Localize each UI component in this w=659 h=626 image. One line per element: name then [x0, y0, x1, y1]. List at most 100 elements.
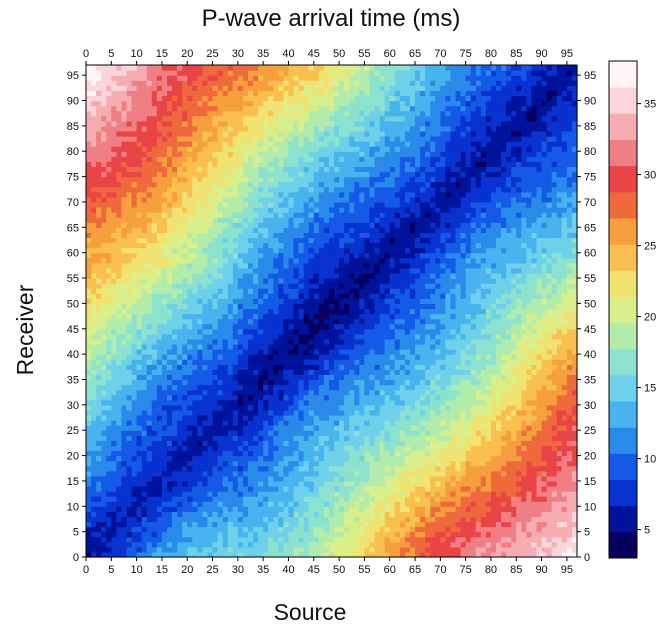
heatmap-cell: [207, 141, 214, 147]
heatmap-cell: [313, 480, 320, 487]
heatmap-cell: [187, 343, 193, 350]
heatmap-cell: [323, 480, 330, 487]
heatmap-cell: [263, 420, 269, 426]
heatmap-cell: [293, 349, 300, 355]
heatmap-cell: [141, 303, 148, 310]
heatmap-cell: [318, 318, 325, 325]
heatmap-cell: [131, 303, 138, 310]
heatmap-cell: [202, 521, 209, 528]
heatmap-cell: [227, 506, 234, 512]
heatmap-cell: [91, 465, 97, 472]
heatmap-cell: [298, 298, 305, 304]
heatmap-cell: [328, 445, 335, 452]
heatmap-cell: [242, 333, 249, 340]
heatmap-cell: [151, 425, 158, 431]
heatmap-cell: [101, 541, 107, 548]
heatmap-cell: [136, 536, 143, 543]
heatmap-cell: [318, 420, 325, 426]
heatmap-cell: [177, 511, 183, 518]
heatmap-cell: [283, 420, 290, 426]
heatmap-cell: [237, 364, 244, 370]
heatmap-cell: [308, 125, 315, 132]
heatmap-cell: [192, 425, 198, 431]
heatmap-cell: [96, 176, 102, 183]
heatmap-cell: [334, 201, 340, 208]
heatmap-cell: [151, 283, 158, 289]
heatmap-cell: [212, 283, 219, 289]
heatmap-cell: [339, 541, 345, 548]
heatmap-cell: [217, 130, 224, 137]
heatmap-cell: [242, 161, 249, 168]
heatmap-cell: [303, 105, 310, 112]
heatmap-cell: [273, 338, 279, 345]
heatmap-cell: [182, 201, 188, 208]
heatmap-cell: [222, 136, 229, 142]
heatmap-cell: [207, 212, 214, 218]
heatmap-cell: [258, 343, 264, 350]
heatmap-cell: [344, 404, 350, 411]
heatmap-cell: [288, 201, 295, 208]
heatmap-cell: [116, 166, 123, 173]
heatmap-cell: [207, 521, 214, 528]
heatmap-cell: [172, 501, 178, 507]
heatmap-cell: [177, 267, 183, 274]
heatmap-cell: [303, 455, 310, 462]
heatmap-cell: [96, 90, 102, 97]
heatmap-cell: [151, 151, 158, 157]
heatmap-cell: [323, 212, 330, 218]
heatmap-cell: [156, 262, 163, 269]
heatmap-cell: [86, 80, 92, 86]
heatmap-cell: [323, 237, 330, 244]
heatmap-cell: [268, 90, 274, 97]
heatmap-cell: [298, 450, 305, 457]
heatmap-cell: [242, 460, 249, 467]
heatmap-cell: [308, 90, 315, 97]
heatmap-cell: [334, 191, 340, 198]
heatmap-cell: [146, 379, 153, 386]
heatmap-cell: [318, 267, 325, 274]
heatmap-cell: [288, 369, 295, 375]
heatmap-cell: [197, 425, 204, 431]
heatmap-cell: [288, 435, 295, 441]
heatmap-cell: [136, 70, 143, 76]
heatmap-cell: [121, 531, 128, 538]
heatmap-cell: [288, 394, 295, 401]
heatmap-cell: [136, 485, 143, 492]
heatmap-cell: [247, 516, 254, 523]
heatmap-cell: [106, 475, 112, 482]
heatmap-cell: [263, 222, 269, 228]
heatmap-cell: [212, 501, 219, 507]
heatmap-cell: [339, 374, 345, 381]
heatmap-cell: [172, 151, 178, 157]
heatmap-cell: [232, 318, 239, 325]
heatmap-cell: [293, 227, 300, 233]
heatmap-cell: [101, 105, 107, 112]
heatmap-cell: [86, 460, 92, 467]
heatmap-cell: [121, 465, 128, 472]
heatmap-cell: [91, 343, 97, 350]
heatmap-cell: [237, 115, 244, 122]
heatmap-cell: [207, 470, 214, 477]
heatmap-cell: [334, 465, 340, 472]
heatmap-cell: [192, 136, 198, 142]
heatmap-cell: [217, 70, 224, 76]
heatmap-cell: [156, 496, 163, 502]
heatmap-cell: [146, 186, 153, 193]
heatmap-cell: [161, 242, 168, 249]
heatmap-cell: [288, 232, 295, 239]
heatmap-cell: [339, 349, 345, 355]
heatmap-cell: [308, 485, 315, 492]
heatmap-cell: [308, 343, 315, 350]
heatmap-cell: [303, 308, 310, 315]
heatmap-cell: [313, 65, 320, 71]
heatmap-cell: [268, 247, 274, 254]
heatmap-cell: [283, 404, 290, 411]
heatmap-cell: [126, 237, 133, 244]
heatmap-cell: [96, 526, 102, 533]
heatmap-cell: [278, 541, 285, 548]
heatmap-cell: [182, 105, 188, 112]
heatmap-cell: [278, 120, 285, 127]
heatmap-cell: [283, 257, 290, 264]
heatmap-cell: [212, 293, 219, 299]
heatmap-cell: [126, 394, 133, 401]
